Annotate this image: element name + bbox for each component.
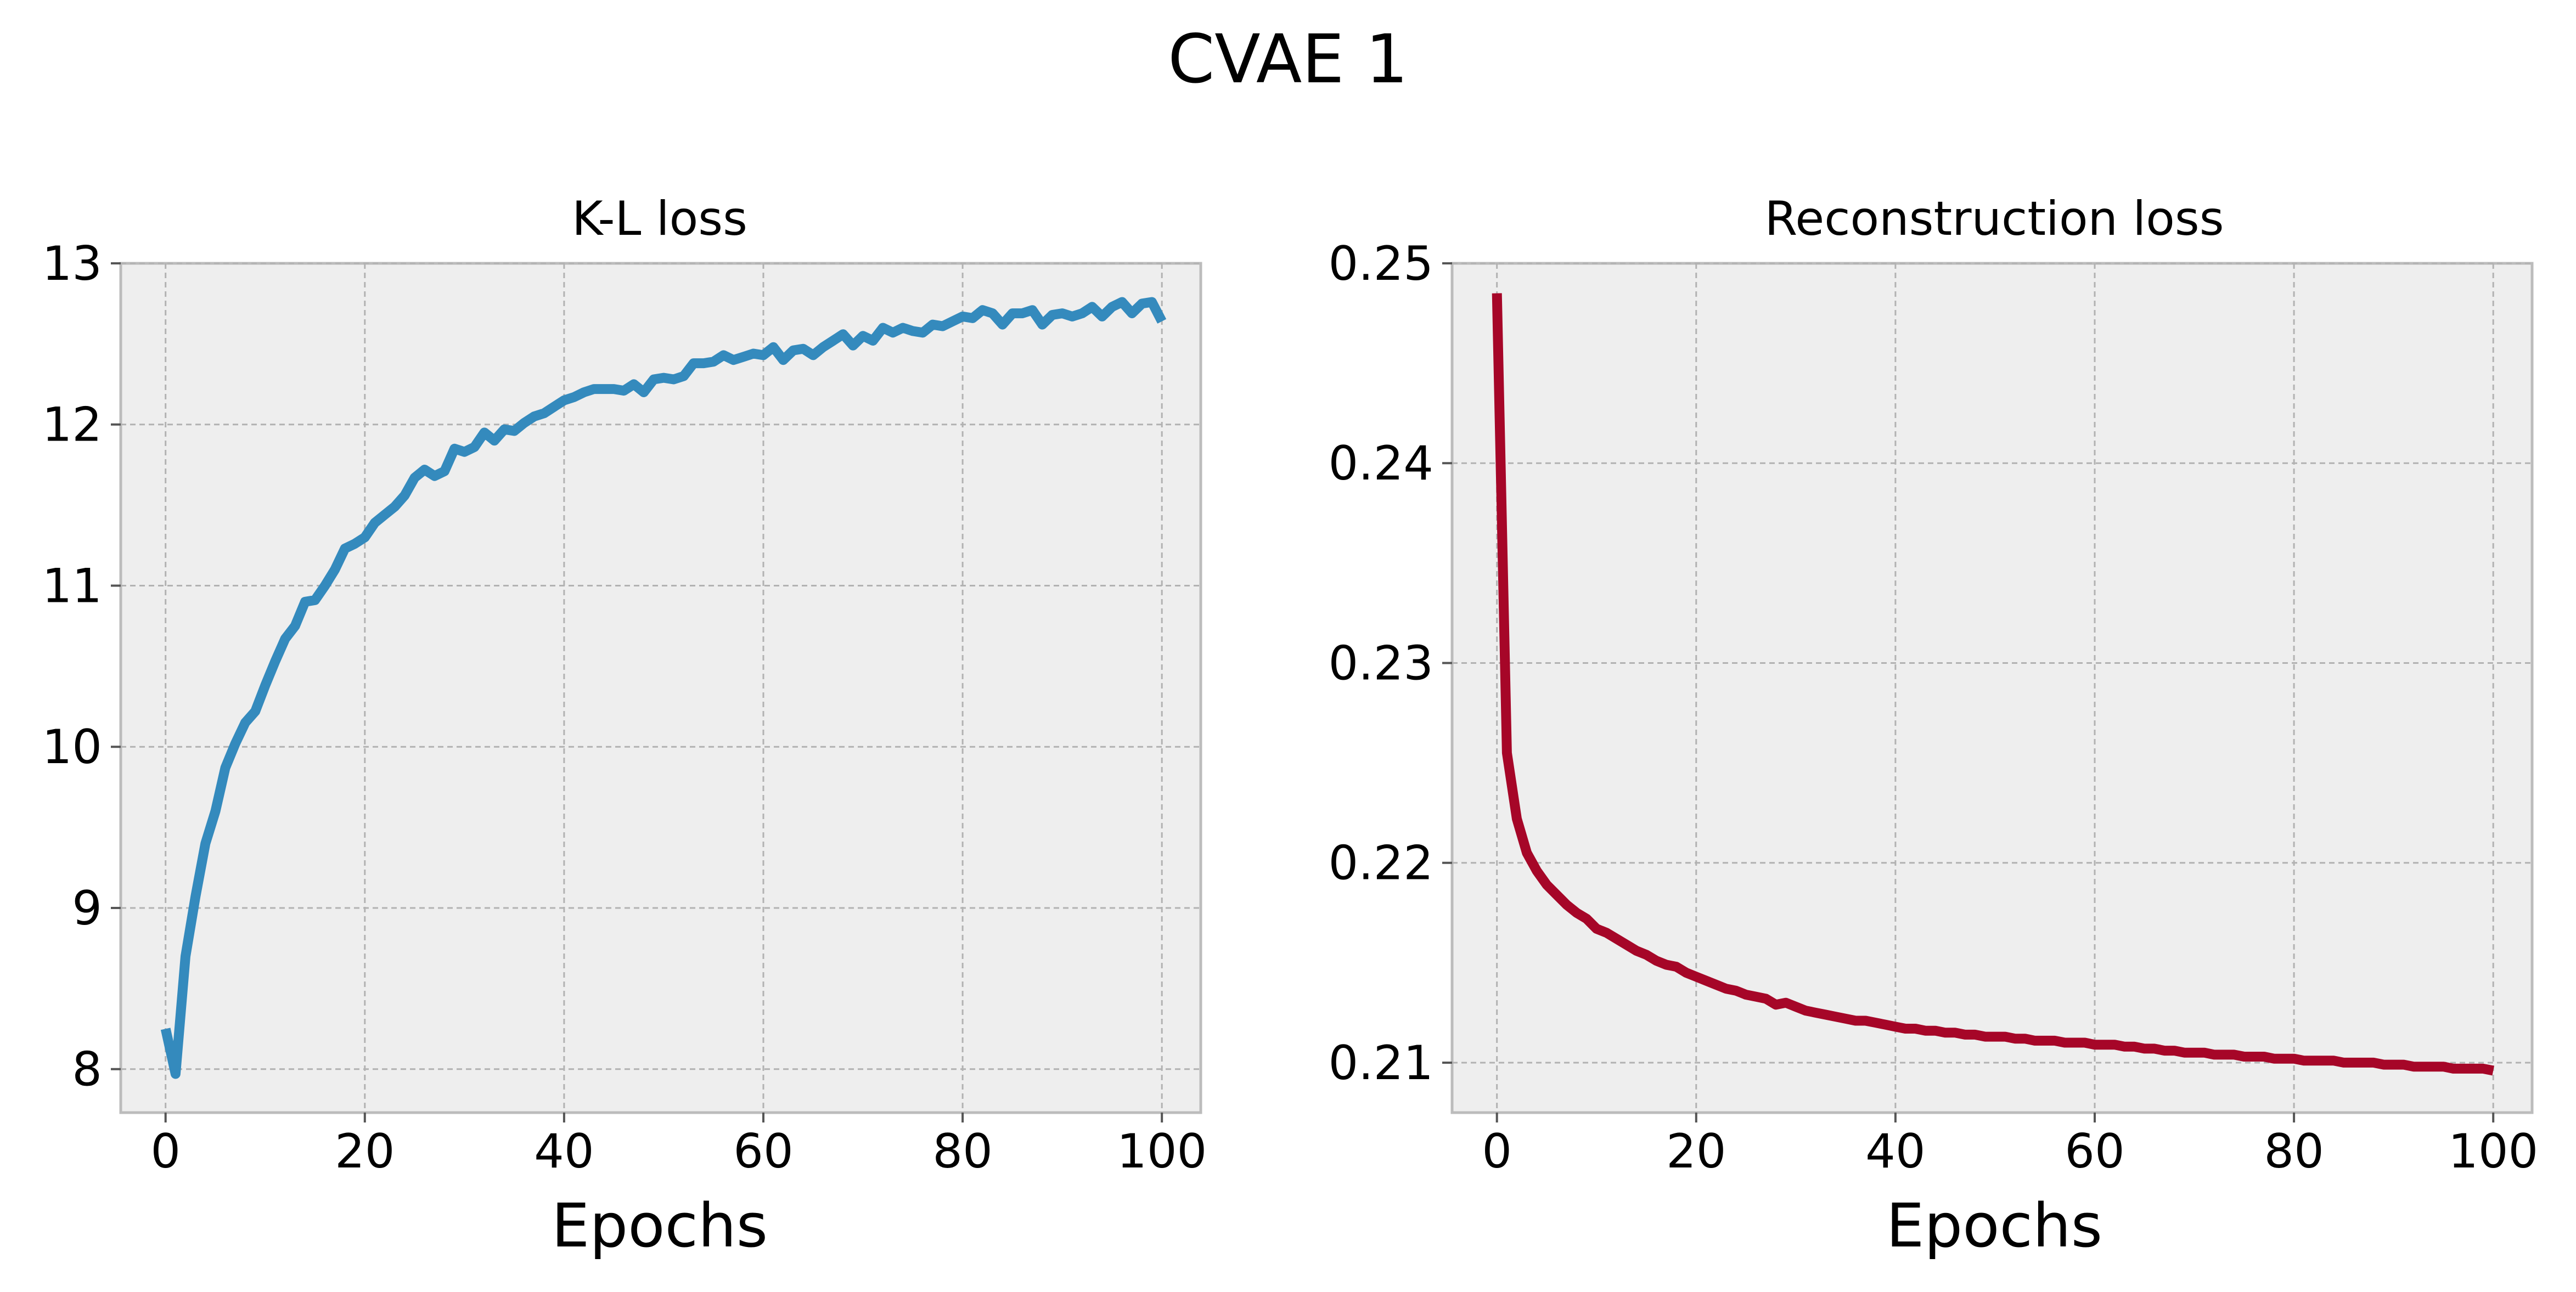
reconstruction-loss-y-tick-label: 0.22 [1329, 836, 1433, 891]
kl-loss-y-tick-label: 8 [72, 1042, 102, 1097]
kl-loss-x-axis-label: Epochs [552, 1191, 768, 1261]
kl-loss-x-tick-label: 80 [932, 1124, 992, 1179]
kl-loss-plot-area [119, 262, 1202, 1114]
reconstruction-loss-x-tick-label: 80 [2264, 1124, 2324, 1179]
kl-loss-x-tick-label: 100 [1117, 1124, 1207, 1179]
reconstruction-loss-y-tick-label: 0.25 [1329, 236, 1433, 291]
figure-title: CVAE 1 [1168, 20, 1408, 98]
kl-loss-y-tick-label: 13 [42, 236, 102, 291]
kl-loss-chart-title: K-L loss [572, 191, 747, 246]
kl-loss-y-tick-label: 10 [42, 720, 102, 775]
kl-loss-x-tick-label: 20 [335, 1124, 395, 1179]
reconstruction-loss-chart-title: Reconstruction loss [1764, 191, 2224, 246]
reconstruction-loss-grid [1452, 262, 2532, 1113]
reconstruction-loss-x-tick-label: 20 [1666, 1124, 1726, 1179]
kl-loss-x-tick-label: 60 [733, 1124, 793, 1179]
reconstruction-loss-chart: 0 20 40 60 80 100 0.21 0.22 0.23 0.24 0.25 Reconstr… [1329, 191, 2539, 1261]
kl-loss-grid [121, 262, 1201, 1113]
reconstruction-loss-x-tick-label: 40 [1865, 1124, 1925, 1179]
kl-loss-x-tick-label: 40 [534, 1124, 594, 1179]
kl-loss-y-tick-label: 11 [42, 558, 102, 613]
kl-loss-y-tick-label: 12 [42, 398, 102, 453]
reconstruction-loss-y-tick-label: 0.23 [1329, 636, 1433, 691]
kl-loss-series-line [160, 297, 1167, 1079]
kl-loss-chart: 0 20 40 60 80 100 8 9 10 11 12 13 K-L loss Epochs [42, 191, 1207, 1261]
kl-loss-ticks: 0 20 40 60 80 100 8 9 10 11 12 13 [42, 236, 1207, 1179]
reconstruction-loss-x-axis-label: Epochs [1886, 1191, 2102, 1261]
kl-loss-x-tick-label: 0 [150, 1124, 181, 1179]
reconstruction-loss-y-tick-label: 0.24 [1329, 436, 1433, 491]
reconstruction-loss-x-tick-label: 60 [2065, 1124, 2124, 1179]
reconstruction-loss-y-tick-label: 0.21 [1329, 1036, 1433, 1091]
reconstruction-loss-series-line [1492, 293, 2494, 1076]
reconstruction-loss-x-tick-label: 100 [2448, 1124, 2538, 1179]
reconstruction-loss-ticks: 0 20 40 60 80 100 0.21 0.22 0.23 0.24 0.25 [1329, 236, 2539, 1179]
reconstruction-loss-x-tick-label: 0 [1482, 1124, 1512, 1179]
kl-loss-y-tick-label: 9 [72, 881, 102, 936]
reconstruction-loss-plot-area [1450, 262, 2534, 1114]
